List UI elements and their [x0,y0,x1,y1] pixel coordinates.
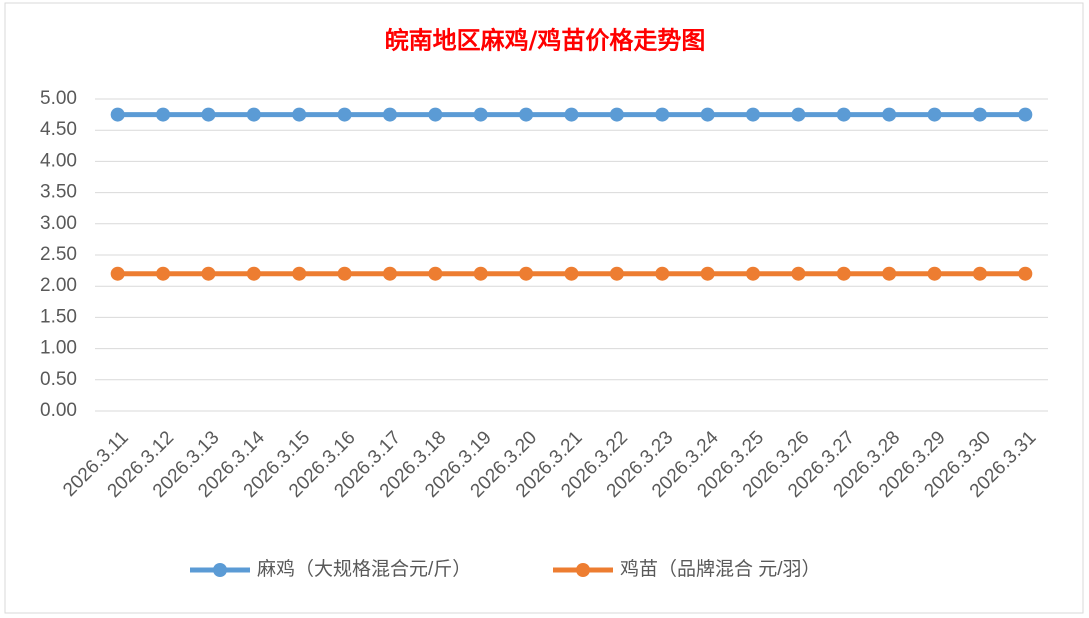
point [156,107,171,122]
point [700,266,715,281]
point [791,107,806,122]
point [473,266,488,281]
y-tick-label: 2.50 [40,244,77,265]
point [110,107,125,122]
point [836,107,851,122]
y-tick-label: 0.00 [40,400,77,421]
point [655,107,670,122]
point [382,107,397,122]
point [519,107,534,122]
legend-label: 麻鸡（大规格混合元/斤） [257,558,471,580]
point [972,266,987,281]
point [972,107,987,122]
point [1018,107,1033,122]
chart-frame [4,2,1084,614]
point [609,266,624,281]
point [292,107,307,122]
point [337,107,352,122]
point [246,266,261,281]
legend-marker [213,563,227,577]
point [882,266,897,281]
legend-label: 鸡苗（品牌混合 元/羽） [620,558,821,580]
point [156,266,171,281]
point [428,107,443,122]
y-tick-label: 1.50 [40,306,77,327]
point [428,266,443,281]
chart-title: 皖南地区麻鸡/鸡苗价格走势图 [385,26,706,55]
point [1018,266,1033,281]
point [201,266,216,281]
point [337,266,352,281]
y-tick-label: 3.50 [40,182,77,203]
point [791,266,806,281]
point [609,107,624,122]
point [382,266,397,281]
point [746,107,761,122]
y-tick-label: 2.00 [40,275,77,296]
point [700,107,715,122]
point [201,107,216,122]
y-tick-label: 4.00 [40,150,77,171]
point [927,266,942,281]
point [746,266,761,281]
y-tick-label: 0.50 [40,369,77,390]
y-tick-label: 4.50 [40,119,77,140]
point [655,266,670,281]
point [292,266,307,281]
y-tick-label: 1.00 [40,338,77,359]
point [564,107,579,122]
legend-marker [576,563,590,577]
y-tick-label: 3.00 [40,213,77,234]
point [110,266,125,281]
point [519,266,534,281]
point [927,107,942,122]
point [473,107,488,122]
y-tick-label: 5.00 [40,88,77,109]
point [246,107,261,122]
point [564,266,579,281]
point [836,266,851,281]
point [882,107,897,122]
